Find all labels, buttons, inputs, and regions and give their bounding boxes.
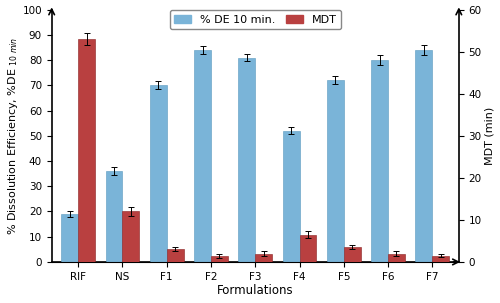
Bar — [256, 254, 272, 262]
Bar — [282, 131, 300, 262]
Bar — [194, 50, 211, 262]
Bar — [416, 50, 432, 262]
Bar — [106, 171, 122, 262]
Bar — [122, 211, 140, 262]
Bar — [432, 256, 449, 262]
Bar — [388, 254, 405, 262]
Bar — [166, 249, 184, 262]
Legend: % DE 10 min., MDT: % DE 10 min., MDT — [170, 10, 341, 29]
Bar — [238, 58, 256, 262]
Bar — [300, 235, 316, 262]
Bar — [371, 60, 388, 262]
Bar — [327, 80, 344, 262]
Bar — [211, 256, 228, 262]
Bar — [150, 85, 166, 262]
Bar — [344, 247, 360, 262]
Y-axis label: MDT (min): MDT (min) — [484, 107, 494, 165]
Bar — [78, 39, 95, 262]
Y-axis label: % Dissolution Efficiency, %DE $_{10\ min}$: % Dissolution Efficiency, %DE $_{10\ min… — [6, 37, 20, 235]
X-axis label: Formulations: Formulations — [217, 285, 294, 298]
Bar — [62, 214, 78, 262]
